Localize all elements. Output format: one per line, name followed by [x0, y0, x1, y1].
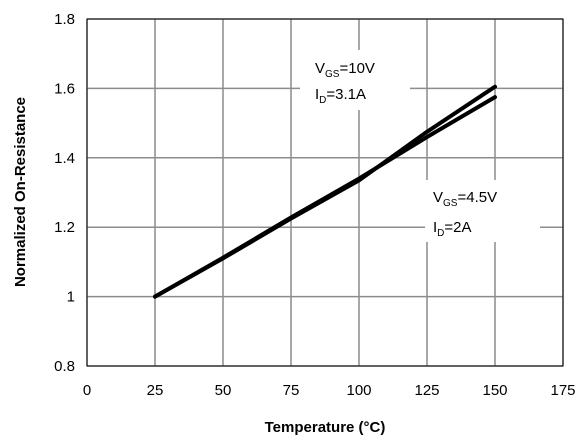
x-tick-label: 0: [83, 382, 91, 399]
x-tick-label: 25: [147, 382, 164, 399]
x-tick-label: 150: [482, 382, 507, 399]
y-tick-label: 0.8: [54, 358, 75, 375]
annotation-2-rest2: =2A: [444, 219, 471, 236]
y-tick-labels: 0.8 1 1.2 1.4 1.6 1.8: [54, 11, 75, 375]
annotation-2-main2: I: [433, 219, 437, 236]
annotation-2-bg: [425, 180, 540, 242]
annotation-1-line-2: ID=3.1A: [315, 86, 366, 106]
annotation-1-sub1: GS: [325, 69, 340, 80]
plot-frame: [86, 18, 564, 367]
x-tick-label: 125: [414, 382, 439, 399]
x-tick-label: 50: [215, 382, 232, 399]
x-tick-label: 175: [550, 382, 575, 399]
annotation-1-main2: I: [315, 86, 319, 103]
series-line-2: [153, 95, 497, 299]
annotation-2-sub2: D: [437, 228, 444, 239]
x-tick-label: 100: [346, 382, 371, 399]
annotation-1-bg: [300, 50, 410, 110]
annotation-2-main1: V: [433, 189, 443, 206]
x-tick-label: 75: [283, 382, 300, 399]
annotation-2-line-1: VGS=4.5V: [433, 189, 497, 209]
annotation-1-sub2: D: [319, 95, 326, 106]
y-tick-label: 1.8: [54, 11, 75, 28]
series-lines: [153, 84, 497, 299]
y-tick-label: 1: [67, 289, 75, 306]
annotation-1-main1: V: [315, 60, 325, 77]
y-tick-label: 1.2: [54, 219, 75, 236]
y-axis-title: Normalized On-Resistance: [12, 97, 29, 287]
annotation-1-rest1: =10V: [339, 60, 374, 77]
y-tick-label: 1.4: [54, 150, 75, 167]
annotation-1-line-1: VGS=10V: [315, 60, 375, 80]
annotation-2-line-2: ID=2A: [433, 219, 472, 239]
x-tick-labels: 0 25 50 75 100 125 150 175: [83, 382, 576, 399]
annotation-1-rest2: =3.1A: [326, 86, 366, 103]
x-axis-title: Temperature (°C): [265, 419, 386, 436]
y-tick-label: 1.6: [54, 80, 75, 97]
annotation-2-sub1: GS: [443, 198, 458, 209]
annotation-2-rest1: =4.5V: [457, 189, 497, 206]
